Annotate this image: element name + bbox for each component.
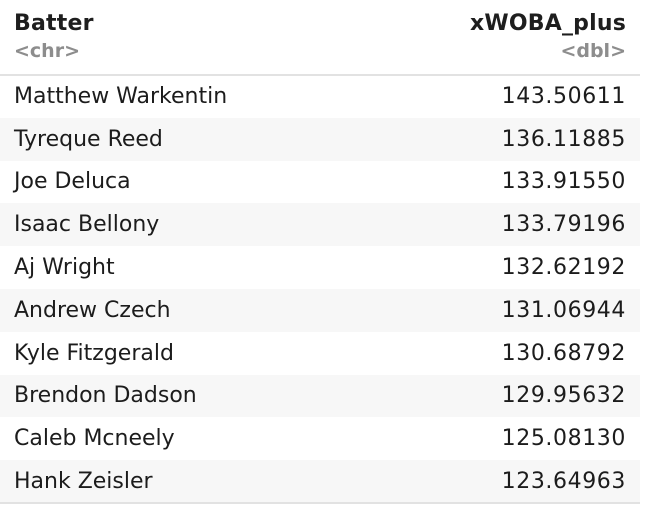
batter-cell: Aj Wright: [14, 255, 115, 281]
table-row: Aj Wright 132.62192: [0, 246, 640, 289]
xwoba-plus-cell: 131.06944: [340, 288, 640, 332]
column-type: <dbl>: [560, 40, 626, 62]
table-row: Andrew Czech 131.06944: [0, 288, 640, 332]
batter-cell: Joe Deluca: [14, 169, 131, 195]
table-row: Tyreque Reed 136.11885: [0, 117, 640, 161]
xwoba-plus-cell: 132.62192: [501, 255, 626, 281]
column-type: <chr>: [14, 40, 80, 62]
xwoba-plus-cell: 136.11885: [340, 117, 640, 161]
batter-cell: Brendon Dadson: [0, 374, 340, 418]
batter-cell: Matthew Warkentin: [14, 84, 228, 110]
xwoba-plus-cell: 133.79196: [340, 203, 640, 247]
batter-cell: Tyreque Reed: [0, 117, 340, 161]
xwoba-plus-cell: 129.95632: [340, 374, 640, 418]
table-row: Isaac Bellony 133.79196: [0, 203, 640, 247]
batter-cell: Hank Zeisler: [0, 460, 340, 504]
table-row: Kyle Fitzgerald 130.68792: [0, 332, 640, 375]
xwoba-plus-cell: 143.50611: [501, 84, 626, 110]
xwoba-plus-cell: 133.91550: [501, 169, 626, 195]
table-row: Joe Deluca 133.91550: [0, 161, 640, 204]
table-row: Brendon Dadson 129.95632: [0, 374, 640, 418]
table-row: Hank Zeisler 123.64963: [0, 460, 640, 504]
batter-cell: Isaac Bellony: [0, 203, 340, 247]
data-table: Batter <chr> xWOBA_plus <dbl> Matthew Wa…: [0, 0, 640, 504]
table-header: Batter <chr> xWOBA_plus <dbl>: [0, 0, 640, 76]
xwoba-plus-cell: 125.08130: [501, 426, 626, 452]
column-header-xwoba-plus[interactable]: xWOBA_plus <dbl>: [340, 0, 640, 76]
column-header-batter[interactable]: Batter <chr>: [0, 0, 340, 76]
column-name: Batter: [14, 11, 94, 36]
batter-cell: Caleb Mcneely: [14, 426, 175, 452]
table-body: Matthew Warkentin 143.50611 Tyreque Reed…: [0, 75, 640, 504]
table-row: Caleb Mcneely 125.08130: [0, 417, 640, 460]
batter-cell: Andrew Czech: [0, 288, 340, 332]
xwoba-plus-cell: 130.68792: [501, 340, 626, 366]
column-name: xWOBA_plus: [470, 11, 626, 36]
xwoba-plus-cell: 123.64963: [340, 460, 640, 504]
batter-cell: Kyle Fitzgerald: [14, 340, 174, 366]
header-row: Batter <chr> xWOBA_plus <dbl>: [0, 0, 640, 76]
table-row: Matthew Warkentin 143.50611: [0, 75, 640, 118]
